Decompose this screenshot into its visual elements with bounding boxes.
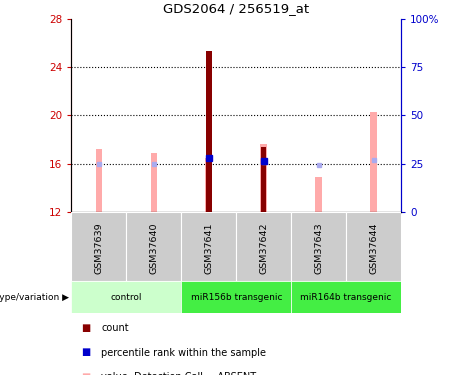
Text: GSM37639: GSM37639	[95, 222, 103, 274]
Bar	[260, 144, 267, 212]
Text: GSM37643: GSM37643	[314, 222, 323, 274]
Text: miR164b transgenic: miR164b transgenic	[301, 292, 392, 302]
Text: ■: ■	[81, 348, 90, 357]
Text: GSM37642: GSM37642	[259, 222, 268, 274]
Bar	[370, 112, 377, 212]
Bar	[315, 177, 322, 212]
Bar	[71, 281, 181, 313]
Text: percentile rank within the sample: percentile rank within the sample	[101, 348, 266, 357]
Text: miR156b transgenic: miR156b transgenic	[190, 292, 282, 302]
Bar	[71, 212, 126, 281]
Text: ■: ■	[81, 372, 90, 375]
Bar	[206, 158, 212, 212]
Bar	[291, 212, 346, 281]
Bar	[151, 153, 157, 212]
Bar	[291, 281, 401, 313]
Text: GSM37640: GSM37640	[149, 222, 159, 274]
Text: value, Detection Call = ABSENT: value, Detection Call = ABSENT	[101, 372, 256, 375]
Bar	[346, 212, 401, 281]
Text: genotype/variation ▶: genotype/variation ▶	[0, 292, 69, 302]
Bar	[95, 149, 102, 212]
Text: count: count	[101, 323, 129, 333]
Bar	[236, 212, 291, 281]
Text: GSM37644: GSM37644	[369, 222, 378, 274]
Title: GDS2064 / 256519_at: GDS2064 / 256519_at	[163, 2, 309, 15]
Bar	[206, 51, 212, 212]
Text: GSM37641: GSM37641	[204, 222, 213, 274]
Text: ■: ■	[81, 323, 90, 333]
Bar	[261, 147, 266, 212]
Bar	[181, 281, 291, 313]
Text: control: control	[111, 292, 142, 302]
Bar	[126, 212, 181, 281]
Bar	[181, 212, 236, 281]
